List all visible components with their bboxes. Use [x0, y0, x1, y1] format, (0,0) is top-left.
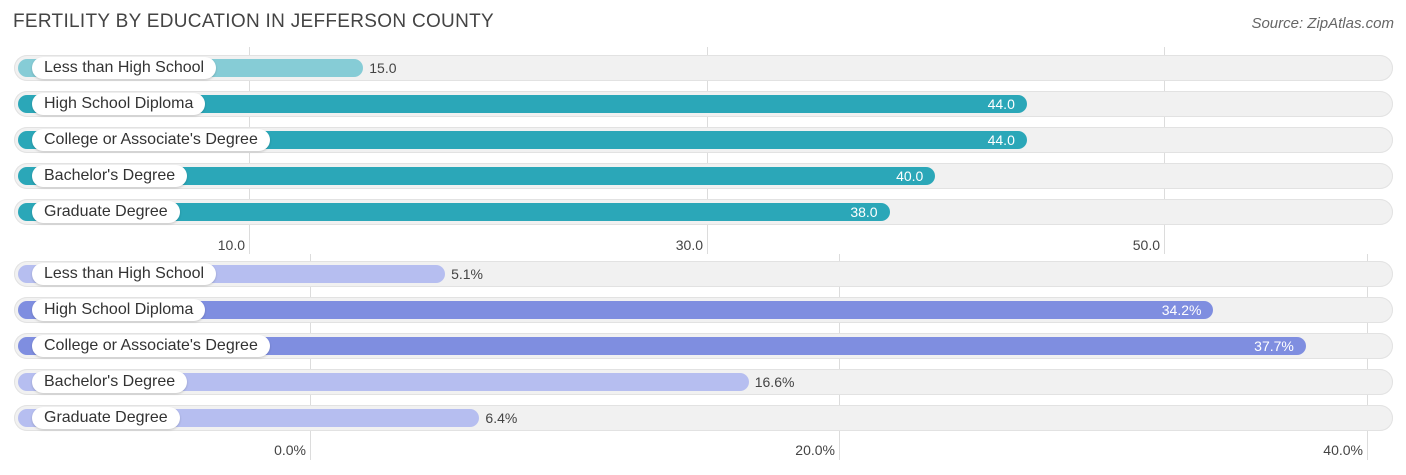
gridline [310, 254, 311, 460]
value-label: 44.0 [987, 96, 1015, 112]
category-label: Graduate Degree [32, 407, 180, 429]
category-label: High School Diploma [32, 299, 206, 321]
bar-track [14, 91, 1393, 117]
category-label: Bachelor's Degree [32, 371, 188, 393]
bar-track [14, 163, 1393, 189]
bar-bachelor-s-degree [18, 373, 749, 391]
gridline [1367, 254, 1368, 460]
bar-bachelor-s-degree [18, 167, 936, 185]
gridline [249, 47, 250, 254]
category-label: Bachelor's Degree [32, 165, 188, 187]
bar-college-or-associate-s-degree [18, 337, 1306, 355]
bar-high-school-diploma [18, 301, 1214, 319]
category-label: Less than High School [32, 263, 217, 285]
value-label: 40.0 [896, 168, 924, 184]
bar-track [14, 297, 1393, 323]
category-label: Less than High School [32, 57, 217, 79]
bar-less-than-high-school [18, 59, 364, 77]
bar-high-school-diploma [18, 95, 1027, 113]
gridline [707, 47, 708, 254]
value-label: 37.7% [1254, 338, 1294, 354]
bar-track [14, 261, 1393, 287]
bar-track [14, 369, 1393, 395]
gridline [1164, 47, 1165, 254]
value-label: 34.2% [1161, 302, 1202, 318]
bar-graduate-degree [18, 203, 890, 221]
x-tick-label: 30.0 [675, 237, 703, 253]
x-tick-label: 10.0 [217, 237, 245, 253]
x-tick-label: 20.0% [795, 442, 835, 458]
bar-less-than-high-school [18, 265, 446, 283]
category-label: College or Associate's Degree [32, 335, 270, 357]
value-label: 16.6% [754, 374, 795, 390]
x-tick-label: 50.0 [1132, 237, 1160, 253]
bar-graduate-degree [18, 409, 480, 427]
category-label: College or Associate's Degree [32, 129, 270, 151]
value-label: 44.0 [987, 132, 1015, 148]
x-tick-label: 40.0% [1323, 442, 1363, 458]
category-label: High School Diploma [32, 93, 206, 115]
bar-track [14, 405, 1393, 431]
bar-track [14, 55, 1393, 81]
chart-title: FERTILITY BY EDUCATION IN JEFFERSON COUN… [13, 11, 494, 32]
bar-college-or-associate-s-degree [18, 131, 1027, 149]
value-label: 5.1% [451, 266, 484, 282]
value-label: 15.0 [369, 60, 397, 76]
chart-source: Source: ZipAtlas.com [1251, 15, 1394, 32]
value-label: 6.4% [485, 410, 518, 426]
category-label: Graduate Degree [32, 201, 180, 223]
bar-track [14, 333, 1393, 359]
gridline [839, 254, 840, 460]
value-label: 38.0 [850, 204, 878, 220]
bar-track [14, 127, 1393, 153]
x-tick-label: 0.0% [274, 442, 306, 458]
bar-track [14, 199, 1393, 225]
